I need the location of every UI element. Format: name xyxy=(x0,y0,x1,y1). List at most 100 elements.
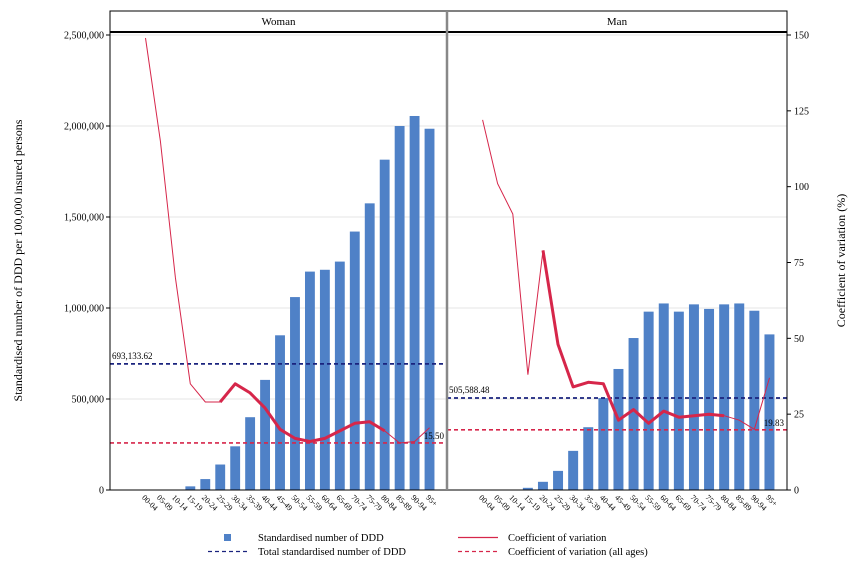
cv-line-emphasis xyxy=(541,250,725,425)
x-tick-label: 60-64 xyxy=(658,493,678,513)
legend-label: Total standardised number of DDD xyxy=(258,547,406,558)
bar xyxy=(583,427,594,490)
x-tick-label: 70-74 xyxy=(349,493,369,513)
bar xyxy=(349,231,360,490)
x-tick-label: 85-89 xyxy=(394,493,414,513)
bar xyxy=(522,487,533,490)
bar xyxy=(734,303,745,490)
x-tick-label: 35-39 xyxy=(245,493,265,513)
x-tick-label: 65-69 xyxy=(334,493,354,513)
legend-label: Coefficient of variation xyxy=(508,533,607,544)
x-tick-label: 40-44 xyxy=(260,493,280,513)
bar xyxy=(304,271,315,490)
x-tick-label: 05-09 xyxy=(492,493,512,513)
plot-area: Woman693,133.6215.5000-0405-0910-1415-19… xyxy=(64,10,809,513)
panel-title: Woman xyxy=(262,16,296,28)
x-tick-label: 55-59 xyxy=(643,493,663,513)
bar xyxy=(749,310,760,490)
bar xyxy=(319,269,330,490)
x-tick-label: 75-79 xyxy=(364,493,384,513)
x-tick-label: 15-19 xyxy=(522,493,542,513)
x-tick-label: 20-24 xyxy=(200,493,220,513)
bar xyxy=(200,479,211,490)
y-right-tick-label: 100 xyxy=(794,182,809,193)
legend-swatch-bar xyxy=(224,534,231,541)
y-tick-label: 1,500,000 xyxy=(64,213,104,224)
cv-line-emphasis xyxy=(219,382,386,443)
x-tick-label: 45-49 xyxy=(613,493,633,513)
bar xyxy=(409,115,420,491)
legend-label: Coefficient of variation (all ages) xyxy=(508,547,648,558)
bar xyxy=(230,446,241,490)
bar xyxy=(260,379,271,490)
x-tick-label: 20-24 xyxy=(538,493,558,513)
bar xyxy=(245,417,256,490)
x-tick-label: 80-84 xyxy=(379,493,399,513)
x-tick-label: 25-29 xyxy=(553,493,573,513)
x-tick-label: 35-39 xyxy=(583,493,603,513)
x-tick-label: 45-49 xyxy=(275,493,295,513)
x-tick-label: 10-14 xyxy=(507,493,527,513)
x-tick-label: 10-14 xyxy=(170,493,190,513)
bar xyxy=(673,311,684,490)
bar xyxy=(628,338,639,490)
x-tick-label: 25-29 xyxy=(215,493,235,513)
y-right-tick-label: 125 xyxy=(794,106,809,117)
panel-title: Man xyxy=(607,16,628,28)
x-tick-label: 30-34 xyxy=(230,493,250,513)
y-tick-label: 2,000,000 xyxy=(64,122,104,133)
total-ddd-label: 693,133.62 xyxy=(112,351,153,361)
legend-label: Standardised number of DDD xyxy=(258,533,384,544)
y-right-tick-label: 75 xyxy=(794,258,804,269)
legend: Standardised number of DDD Coefficient of… xyxy=(208,533,648,558)
x-tick-label: 75-79 xyxy=(704,493,724,513)
y-right-tick-label: 50 xyxy=(794,334,804,345)
bar xyxy=(658,303,669,490)
bar xyxy=(719,304,730,490)
bar xyxy=(764,334,775,490)
bar xyxy=(394,126,405,490)
bar xyxy=(379,159,390,491)
cv-all-ages-label: 15.50 xyxy=(424,431,445,441)
y-right-tick-label: 25 xyxy=(794,410,804,421)
bar xyxy=(568,450,579,490)
y-tick-label: 0 xyxy=(99,486,104,497)
y-right-tick-label: 150 xyxy=(794,31,809,42)
y-tick-label: 500,000 xyxy=(72,395,105,406)
x-tick-label: 50-54 xyxy=(628,493,648,513)
x-tick-label: 80-84 xyxy=(719,493,739,513)
bar xyxy=(334,261,345,490)
x-tick-label: 00-04 xyxy=(140,493,160,513)
x-tick-label: 05-09 xyxy=(155,493,175,513)
y-tick-label: 2,500,000 xyxy=(64,31,104,42)
bar xyxy=(537,481,548,490)
plot-frame xyxy=(109,10,788,491)
x-tick-label: 65-69 xyxy=(673,493,693,513)
y-tick-label: 1,000,000 xyxy=(64,304,104,315)
x-tick-label: 15-19 xyxy=(185,493,205,513)
bar xyxy=(290,297,300,490)
cv-all-ages-label: 19.83 xyxy=(764,418,785,428)
x-tick-label: 90-94 xyxy=(749,493,769,513)
bar xyxy=(704,308,715,490)
bar xyxy=(185,486,196,490)
bar xyxy=(643,311,654,490)
bar xyxy=(275,335,285,490)
x-tick-label: 00-04 xyxy=(477,493,497,513)
bar xyxy=(598,398,609,490)
bar xyxy=(364,203,375,490)
x-tick-label: 30-34 xyxy=(568,493,588,513)
y-axis-label-left: Standardised number of DDD per 100,000 i… xyxy=(11,119,25,401)
bar xyxy=(215,464,226,490)
bar xyxy=(553,470,564,490)
bar xyxy=(424,128,435,491)
x-tick-label: 60-64 xyxy=(319,493,339,513)
y-axis-label-right: Coefficient of variation (%) xyxy=(834,194,848,327)
total-ddd-label: 505,588.48 xyxy=(449,385,490,395)
x-tick-label: 85-89 xyxy=(734,493,754,513)
x-tick-label: 55-59 xyxy=(305,493,325,513)
y-right-tick-label: 0 xyxy=(794,486,799,497)
x-tick-label: 40-44 xyxy=(598,493,618,513)
x-tick-label: 70-74 xyxy=(689,493,709,513)
